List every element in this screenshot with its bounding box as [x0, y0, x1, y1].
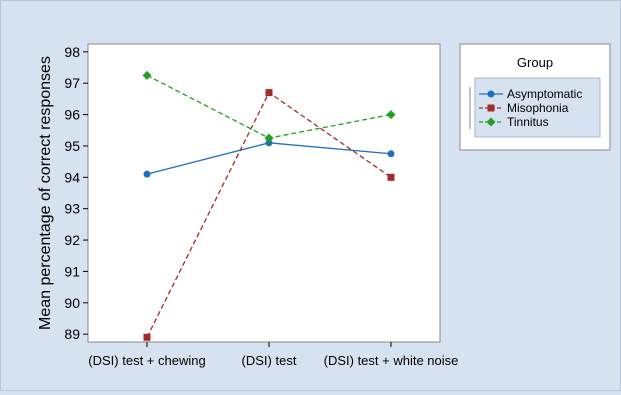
y-tick-label: 98 — [64, 44, 80, 60]
y-tick-label: 95 — [64, 138, 80, 154]
y-tick-label: 94 — [64, 169, 80, 185]
y-tick-label: 92 — [64, 232, 80, 248]
y-axis-label: Mean percentage of correct responses — [37, 56, 54, 330]
data-point-misophonia — [387, 173, 395, 181]
data-point-misophonia — [265, 89, 273, 97]
legend-marker-misophonia — [487, 104, 495, 112]
legend-label-asymptomatic: Asymptomatic — [507, 87, 582, 101]
x-tick-label: (DSI) test + white noise — [324, 353, 459, 368]
data-point-asymptomatic — [387, 150, 395, 158]
x-tick-label: (DSI) test — [242, 353, 297, 368]
legend-label-misophonia: Misophonia — [507, 101, 569, 115]
plot-area — [87, 43, 441, 343]
legend-title: Group — [517, 55, 553, 70]
x-tick-label: (DSI) test + chewing — [88, 353, 205, 368]
legend-label-tinnitus: Tinnitus — [507, 115, 549, 129]
y-tick-label: 93 — [64, 201, 80, 217]
y-tick-label: 96 — [64, 107, 80, 123]
series-markers — [142, 70, 396, 341]
legend-marker-asymptomatic — [487, 90, 495, 98]
data-point-tinnitus — [142, 70, 152, 80]
legend-marker-tinnitus — [486, 117, 496, 127]
x-axis: (DSI) test + chewing (DSI) test (DSI) test… — [88, 342, 458, 368]
data-point-tinnitus — [386, 110, 396, 120]
data-point-asymptomatic — [265, 139, 273, 147]
y-tick-label: 97 — [64, 75, 80, 91]
y-tick-label: 91 — [64, 263, 80, 279]
data-point-asymptomatic — [143, 170, 151, 178]
legend-entries-box — [474, 77, 601, 138]
y-tick-label: 90 — [64, 295, 80, 311]
data-point-tinnitus — [264, 133, 274, 143]
y-tick-label: 89 — [64, 326, 80, 342]
data-point-misophonia — [143, 333, 151, 341]
y-axis: 89 90 91 92 93 94 95 96 97 98 — [64, 44, 88, 342]
